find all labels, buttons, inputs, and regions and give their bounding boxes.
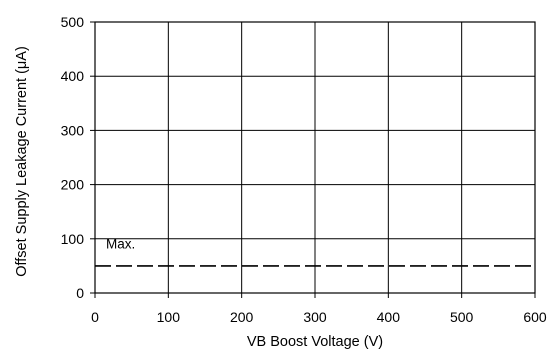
x-tick-label: 500 (450, 309, 474, 325)
annotations-layer: Max. (106, 237, 135, 252)
x-tick-label: 0 (91, 309, 99, 325)
y-tick-label: 0 (76, 285, 84, 301)
x-tick-label: 200 (230, 309, 254, 325)
x-tick-label: 400 (377, 309, 401, 325)
y-tick-label: 400 (61, 68, 85, 84)
y-axis-title: Offset Supply Leakage Current (μA) (14, 46, 30, 277)
y-tick-label: 200 (61, 177, 85, 193)
x-tick-label: 300 (303, 309, 327, 325)
x-tick-labels: 0 100 200 300 400 500 600 (91, 293, 547, 325)
x-tick-label: 600 (523, 309, 547, 325)
y-tick-label: 500 (61, 14, 85, 30)
grid (94, 21, 536, 294)
y-tick-label: 100 (61, 231, 85, 247)
y-tick-label: 300 (61, 122, 85, 138)
y-tick-labels: 0 100 200 300 400 500 (61, 14, 95, 301)
annotation-max-label: Max. (106, 237, 135, 252)
x-tick-label: 100 (157, 309, 181, 325)
x-axis-title: VB Boost Voltage (V) (247, 334, 383, 350)
